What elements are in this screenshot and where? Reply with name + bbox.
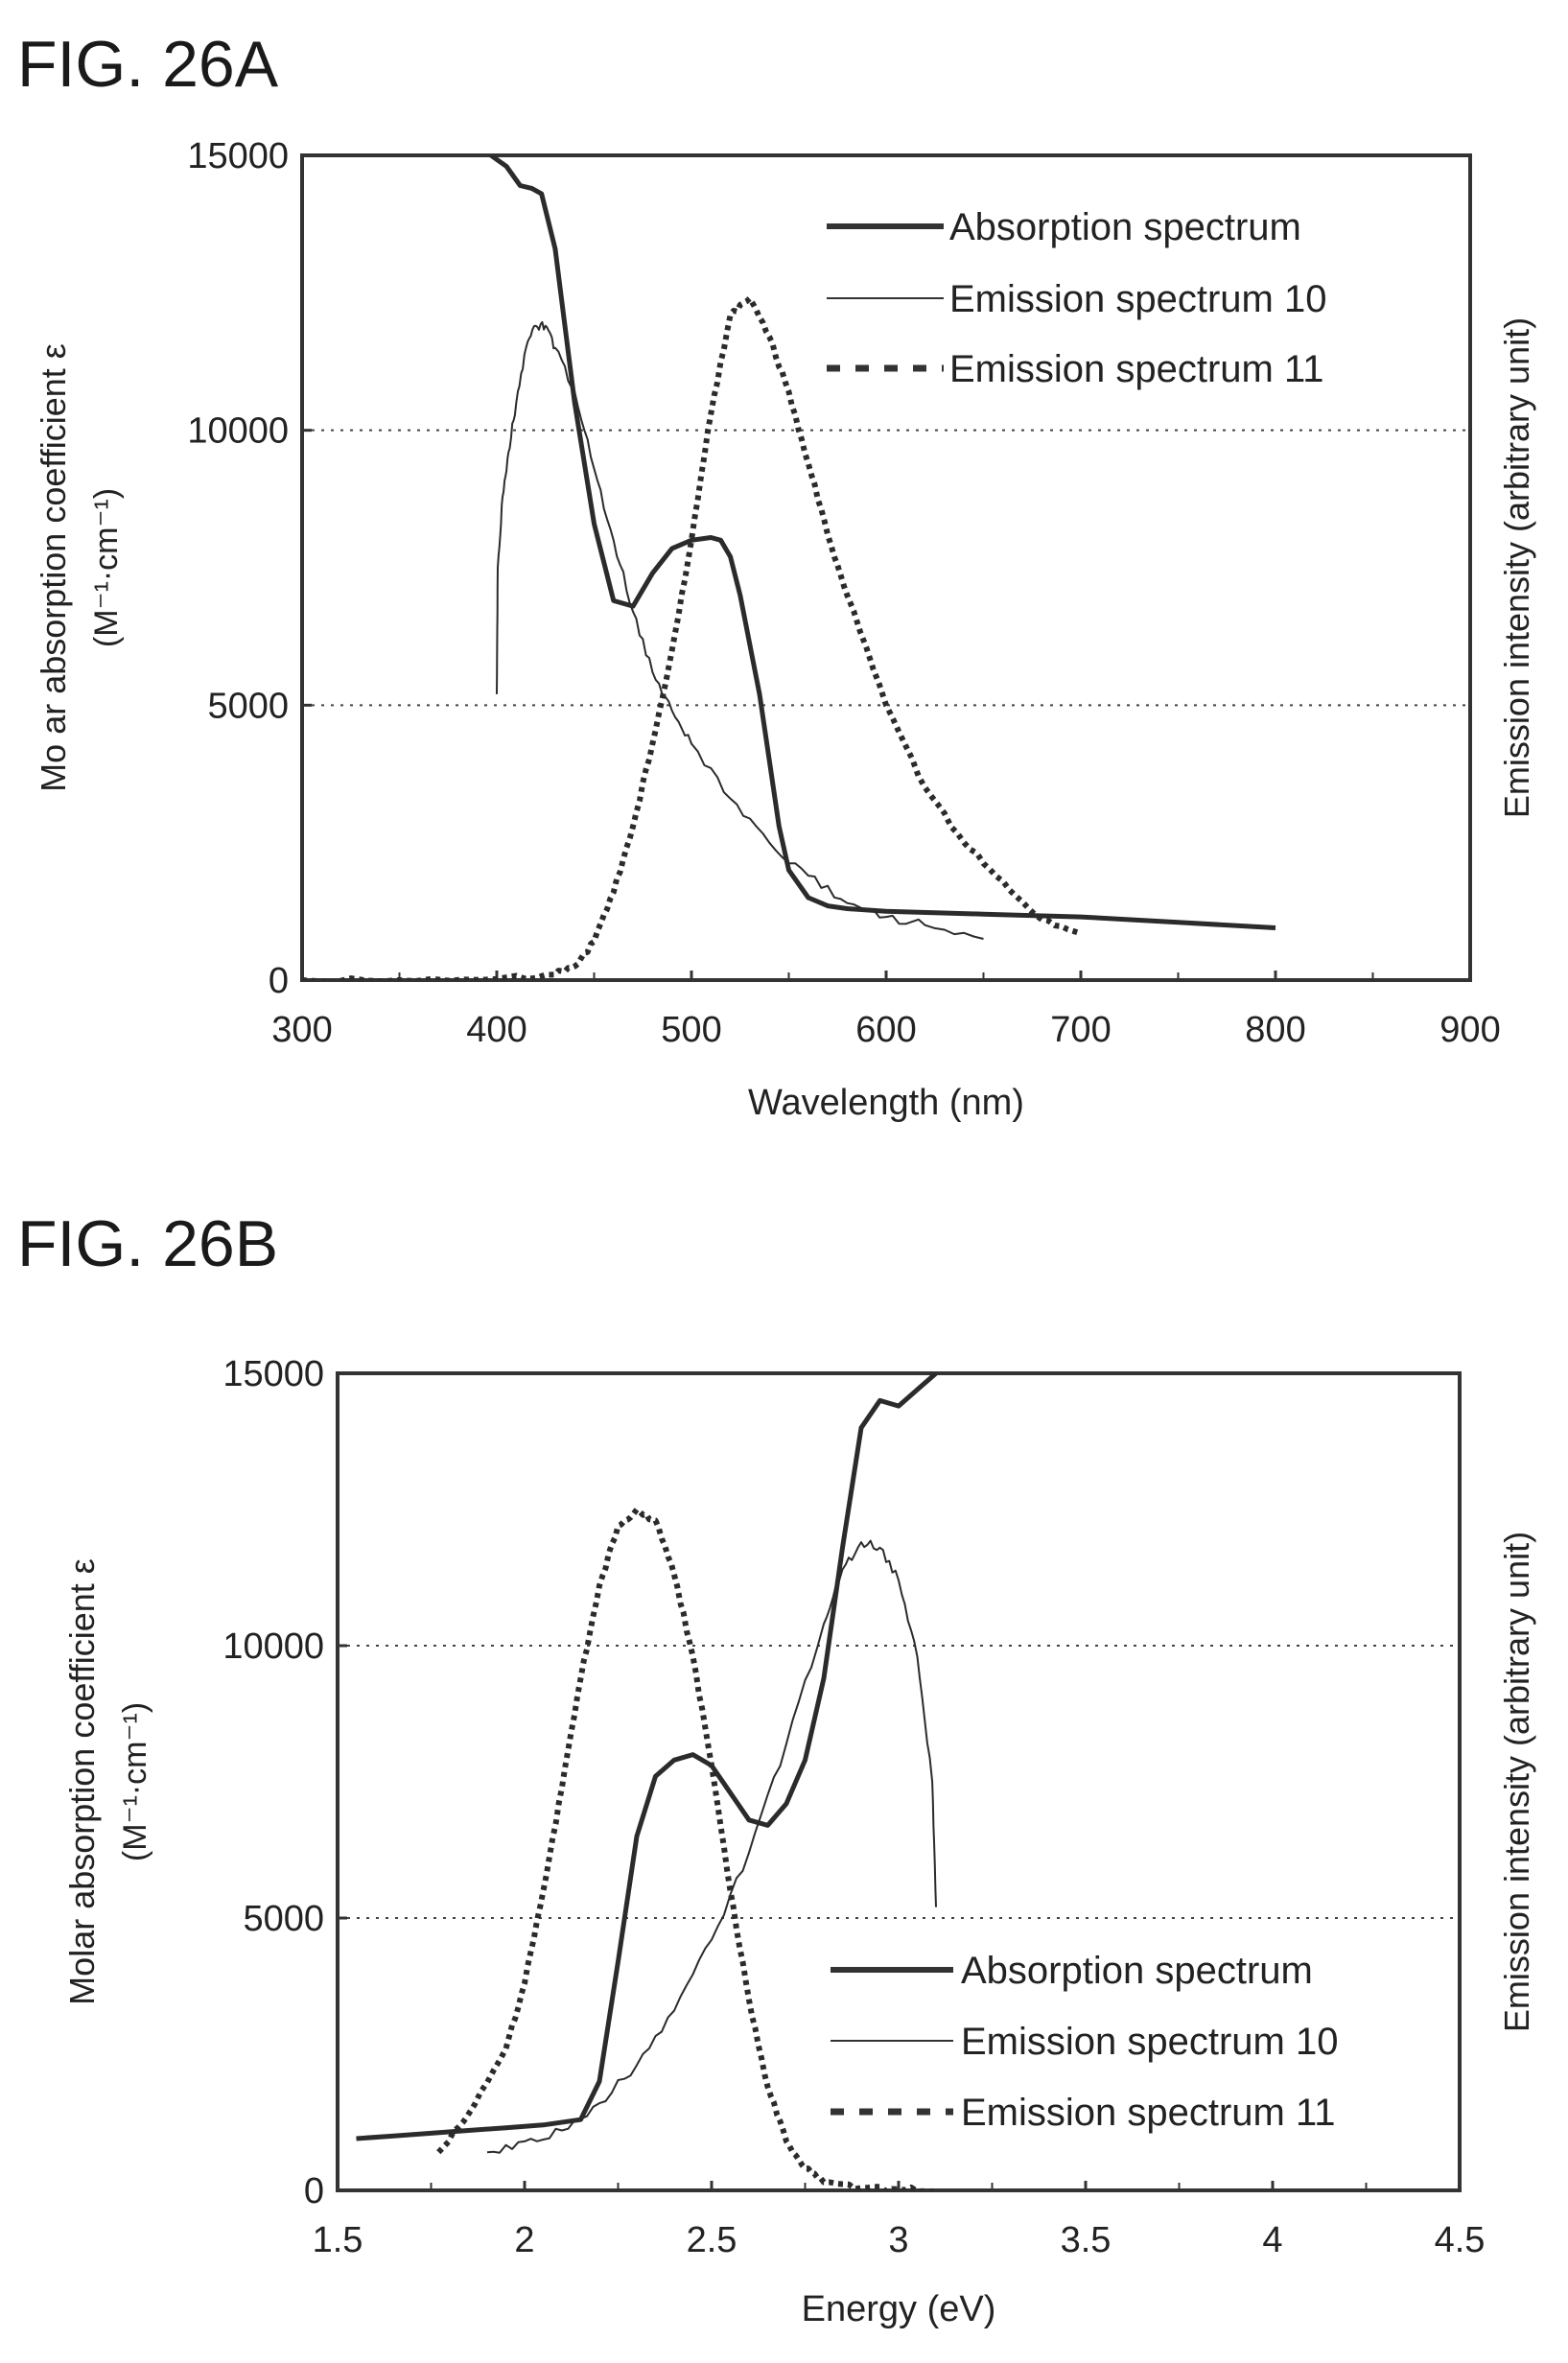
legend-label-absorption: Absorption spectrum bbox=[961, 1950, 1313, 1992]
series-line-emission-10 bbox=[496, 320, 984, 940]
figure-label: FIG. 26A bbox=[17, 28, 279, 101]
y2-axis-label: Emission intensity (arbitrary unit) bbox=[1497, 1532, 1536, 2032]
gridlines bbox=[302, 429, 1470, 707]
x-tick-label: 300 bbox=[271, 1010, 332, 1050]
x-tick-label: 400 bbox=[466, 1010, 527, 1050]
series-line-emission-11 bbox=[302, 295, 1082, 980]
plot-frame bbox=[336, 1371, 1462, 2192]
x-axis-label: Energy (eV) bbox=[802, 2289, 996, 2329]
axis-ticks: 0 5000 10000 15000 300 400 500 600 700 800 900 bbox=[187, 136, 1500, 1050]
x-tick-label: 900 bbox=[1439, 1010, 1500, 1050]
series-line-absorption bbox=[489, 155, 1276, 930]
figure-26a: FIG. 26A 0 5000 10000 15000 300 400 500 600 700 8… bbox=[17, 28, 1536, 1123]
y-tick-label: 10000 bbox=[222, 1626, 324, 1667]
legend: Absorption spectrum Emission spectrum 10… bbox=[827, 206, 1326, 390]
legend: Absorption spectrum Emission spectrum 10… bbox=[831, 1950, 1338, 2134]
x-tick-label: 3 bbox=[888, 2220, 908, 2260]
series-line-emission-11 bbox=[436, 1507, 936, 2190]
series-group bbox=[356, 1373, 938, 2190]
y2-axis-label: Emission intensity (arbitrary unit) bbox=[1497, 317, 1536, 818]
x-tick-label: 600 bbox=[855, 1010, 916, 1050]
legend-label-emission-10: Emission spectrum 10 bbox=[961, 2021, 1338, 2063]
y-tick-label: 0 bbox=[269, 961, 289, 1001]
x-tick-label: 500 bbox=[661, 1010, 721, 1050]
x-tick-label: 2 bbox=[514, 2220, 534, 2260]
y-tick-label: 10000 bbox=[187, 411, 289, 452]
legend-label-emission-10: Emission spectrum 10 bbox=[949, 278, 1326, 320]
y-tick-label: 15000 bbox=[222, 1354, 324, 1394]
x-tick-label: 4.5 bbox=[1435, 2220, 1486, 2260]
series-line-emission-10 bbox=[486, 1539, 937, 2154]
x-tick-label: 1.5 bbox=[313, 2220, 363, 2260]
legend-label-absorption: Absorption spectrum bbox=[949, 206, 1301, 248]
x-tick-label: 2.5 bbox=[687, 2220, 737, 2260]
x-axis-label: Wavelength (nm) bbox=[748, 1083, 1024, 1123]
figure-label: FIG. 26B bbox=[17, 1207, 278, 1280]
x-tick-label: 4 bbox=[1262, 2220, 1282, 2260]
axis-ticks: 0 5000 10000 15000 1.5 2 2.5 3 3.5 4 4.5 bbox=[222, 1354, 1485, 2260]
legend-label-emission-11: Emission spectrum 11 bbox=[949, 348, 1324, 390]
y-tick-label: 5000 bbox=[207, 686, 289, 726]
series-line-absorption bbox=[356, 1373, 938, 2141]
y-axis-unit: (M⁻¹·cm⁻¹) bbox=[88, 488, 125, 647]
x-tick-label: 3.5 bbox=[1061, 2220, 1112, 2260]
y-tick-label: 0 bbox=[304, 2171, 324, 2211]
legend-label-emission-11: Emission spectrum 11 bbox=[961, 2092, 1336, 2134]
y-tick-label: 15000 bbox=[187, 136, 289, 176]
y-axis-label: Mo ar absorption coefficient ε bbox=[34, 343, 73, 792]
series-group bbox=[302, 155, 1276, 980]
y-tick-label: 5000 bbox=[243, 1899, 324, 1939]
x-tick-label: 700 bbox=[1050, 1010, 1111, 1050]
y-axis-unit: (M⁻¹·cm⁻¹) bbox=[117, 1702, 153, 1861]
y-axis-label: Molar absorption coefficient ε bbox=[62, 1558, 102, 2005]
x-tick-label: 800 bbox=[1245, 1010, 1305, 1050]
